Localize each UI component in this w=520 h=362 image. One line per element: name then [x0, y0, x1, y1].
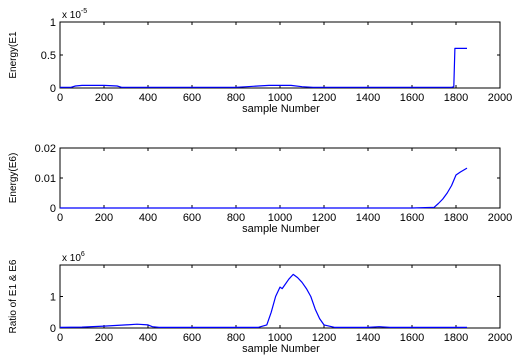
x-tick-label: 1000	[268, 332, 292, 344]
x-tick-label: 400	[139, 332, 157, 344]
axes-box	[59, 147, 501, 209]
x-axis-label: sample Number	[242, 223, 320, 235]
axis-exponent-label: x 10-5	[62, 8, 87, 21]
axis-exponent-label: x 106	[62, 251, 85, 264]
x-tick-label: 2000	[488, 212, 512, 224]
x-tick-label: 400	[139, 212, 157, 224]
x-tick-label: 800	[227, 212, 245, 224]
y-tick-label: 0.02	[35, 143, 56, 155]
x-tick-label: 2000	[488, 92, 512, 104]
y-axis-label: Energy(E6)	[8, 153, 19, 204]
subplot-2: 0 200 400 600 800 1000 1200 1400 1600 1800 2000 0 0.…	[8, 143, 512, 235]
y-axis-label: Ratio of E1 & E6	[8, 259, 19, 333]
x-tick-label: 1200	[312, 92, 336, 104]
x-tick-label: 1600	[400, 92, 424, 104]
subplot-3: 0 200 400 600 800 1000 1200 1400 1600 1800 2000 0 1 s…	[8, 251, 512, 355]
x-tick-label: 1600	[400, 332, 424, 344]
y-tick-label: 0	[50, 203, 56, 215]
x-tick-label: 0	[57, 212, 63, 224]
axes-box	[59, 264, 501, 329]
y-tick-label: 0	[50, 323, 56, 335]
x-tick-label: 1800	[444, 212, 468, 224]
x-tick-label: 200	[95, 92, 113, 104]
x-tick-label: 1000	[268, 212, 292, 224]
x-tick-label: 1000	[268, 92, 292, 104]
x-tick-label: 200	[95, 212, 113, 224]
x-tick-label: 1200	[312, 212, 336, 224]
x-tick-label: 0	[57, 332, 63, 344]
x-tick-label: 800	[227, 332, 245, 344]
subplot-1: 0 200 400 600 800 1000 1200 1400 1600 1800 2000 0 0.…	[8, 8, 512, 115]
x-tick-label: 1400	[356, 332, 380, 344]
y-axis-label: Energy(E1	[8, 31, 19, 79]
x-tick-label: 1800	[444, 332, 468, 344]
x-axis-label: sample Number	[242, 103, 320, 115]
x-tick-label: 600	[183, 92, 201, 104]
x-tick-label: 1800	[444, 92, 468, 104]
x-tick-label: 200	[95, 332, 113, 344]
x-tick-label: 2000	[488, 332, 512, 344]
y-tick-label: 1	[50, 292, 56, 304]
y-tick-label: 0	[50, 83, 56, 95]
series-line	[59, 273, 467, 328]
y-tick-label: 1	[50, 17, 56, 29]
x-tick-label: 0	[57, 92, 63, 104]
series-line	[60, 47, 467, 88]
x-tick-label: 1400	[356, 92, 380, 104]
axes-box	[59, 21, 501, 89]
x-tick-label: 1200	[312, 332, 336, 344]
series-line	[60, 167, 468, 209]
y-tick-label: 0.5	[41, 50, 56, 62]
x-tick-label: 1400	[356, 212, 380, 224]
x-tick-label: 600	[183, 212, 201, 224]
y-tick-label: 0.01	[35, 173, 56, 185]
x-tick-label: 800	[227, 92, 245, 104]
x-axis-label: sample Number	[242, 343, 320, 355]
x-tick-label: 1600	[400, 212, 424, 224]
x-tick-label: 600	[183, 332, 201, 344]
x-tick-label: 400	[139, 92, 157, 104]
